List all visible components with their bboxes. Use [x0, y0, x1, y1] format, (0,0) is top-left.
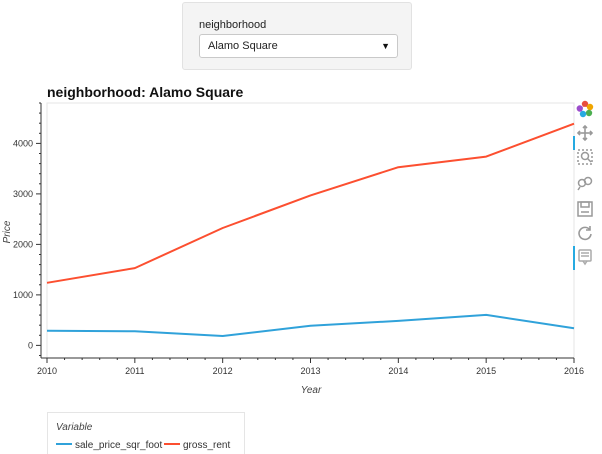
x-tick-label: 2016	[564, 366, 584, 376]
data-point	[46, 330, 48, 332]
legend-swatch	[56, 443, 72, 446]
legend-item-gross-rent[interactable]: gross_rent	[164, 440, 230, 451]
active-tool-indicator	[573, 136, 575, 150]
y-tick-label: 1000	[13, 290, 33, 300]
box-zoom-icon[interactable]	[576, 148, 596, 168]
reset-icon[interactable]	[576, 224, 596, 244]
data-point	[485, 314, 487, 316]
data-point	[573, 123, 575, 125]
data-point	[134, 267, 136, 269]
neighborhood-label: neighborhood	[199, 19, 267, 31]
data-point	[485, 156, 487, 158]
chart-title: neighborhood: Alamo Square	[47, 84, 244, 100]
chart-legend: Variable sale_price_sqr_foot gross_rent	[47, 412, 245, 454]
data-point	[573, 327, 575, 329]
legend-label: gross_rent	[183, 440, 231, 451]
y-axis-label: Price	[2, 220, 13, 243]
active-tool-indicator	[573, 246, 575, 270]
x-tick-label: 2011	[125, 366, 144, 376]
data-point	[222, 227, 224, 229]
data-point	[222, 335, 224, 337]
neighborhood-select[interactable]: Alamo Square ▼	[199, 34, 398, 58]
wheel-zoom-icon[interactable]	[576, 174, 596, 194]
neighborhood-select-value: Alamo Square	[208, 40, 278, 52]
legend-item-sale-price[interactable]: sale_price_sqr_foot	[56, 440, 162, 451]
legend-swatch	[164, 443, 180, 446]
y-tick-label: 3000	[13, 189, 33, 199]
legend-title: Variable	[56, 422, 93, 433]
hover-icon[interactable]	[576, 248, 596, 268]
pan-icon[interactable]	[576, 124, 596, 144]
data-point	[397, 166, 399, 168]
x-axis-label: Year	[301, 385, 322, 396]
data-point	[46, 282, 48, 284]
save-icon[interactable]	[576, 200, 596, 220]
neighborhood-widget: neighborhood Alamo Square ▼	[182, 2, 412, 70]
data-point	[397, 320, 399, 322]
y-tick-label: 0	[28, 340, 33, 350]
series-line-sale-price-sqr-foot	[46, 313, 575, 337]
bokeh-logo-icon[interactable]	[576, 100, 596, 120]
plot-area	[46, 102, 575, 359]
data-point	[134, 330, 136, 332]
x-tick-label: 2013	[300, 366, 320, 376]
x-tick-label: 2010	[37, 366, 57, 376]
series-line-gross-rent	[46, 122, 575, 284]
y-tick-label: 4000	[13, 138, 33, 148]
data-point	[310, 325, 312, 327]
data-point	[310, 194, 312, 196]
x-tick-label: 2012	[213, 366, 233, 376]
x-tick-label: 2014	[388, 366, 408, 376]
x-tick-label: 2015	[476, 366, 496, 376]
chevron-down-icon: ▼	[381, 41, 390, 51]
legend-label: sale_price_sqr_foot	[75, 440, 163, 451]
y-tick-label: 2000	[13, 239, 33, 249]
